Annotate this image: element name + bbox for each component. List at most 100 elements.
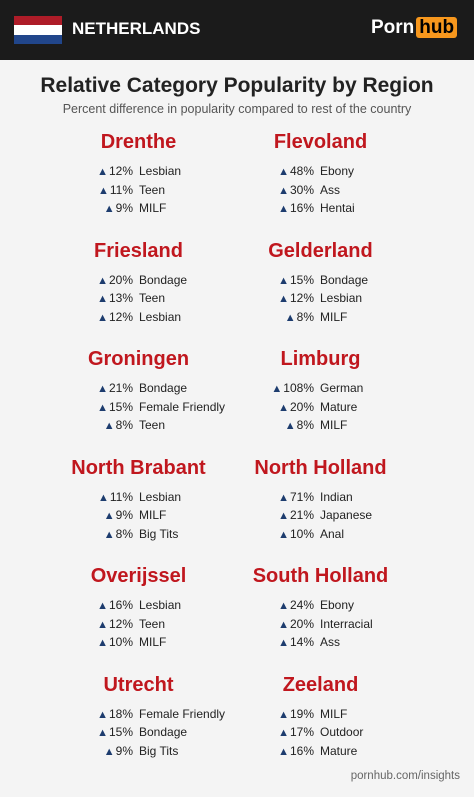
region-name: Friesland (94, 239, 183, 262)
region-name: Groningen (87, 348, 190, 370)
percent: 12% (108, 309, 133, 324)
item-category: Interracial (320, 616, 373, 631)
region-name: Drenthe (100, 131, 177, 153)
up-arrow: ▲ (97, 727, 108, 739)
item-value: ▲11% (33, 183, 133, 197)
up-arrow: ▲ (97, 274, 108, 287)
item-category: Hentai (320, 201, 355, 215)
percent: 16% (289, 201, 314, 215)
up-arrow: ▲ (97, 618, 108, 631)
title: Relative Category Popularity by Region (40, 74, 434, 97)
up-arrow: ▲ (97, 637, 108, 649)
up-arrow: ▲ (278, 491, 289, 504)
up-arrow: ▲ (103, 203, 115, 215)
item-value: ▲20% (214, 617, 314, 631)
up-arrow: ▲ (278, 184, 289, 197)
item-category: MILF (139, 201, 167, 215)
item-value: ▲11% (33, 490, 133, 504)
percent: 21% (289, 508, 314, 522)
item-category: Lesbian (139, 309, 182, 324)
percent: 10% (108, 635, 133, 649)
item-category: Teen (139, 418, 166, 432)
up-arrow: ▲ (278, 166, 289, 178)
item-category: MILF (139, 508, 167, 522)
item-category: Teen (139, 616, 166, 631)
region-name: Overijssel (90, 565, 187, 587)
percent: 15% (289, 272, 314, 287)
percent: 9% (115, 743, 133, 758)
item-category: MILF (320, 309, 348, 324)
item-value: ▲12% (33, 310, 133, 324)
percent: 11% (109, 182, 133, 197)
percent: 30% (289, 182, 314, 197)
item-value: ▲10% (214, 527, 314, 541)
percent: 12% (108, 616, 133, 631)
item-category: Mature (320, 743, 358, 758)
item-category: Ass (320, 635, 341, 649)
up-arrow: ▲ (271, 383, 283, 395)
percent: 16% (289, 743, 314, 758)
item-category: Bondage (139, 725, 188, 739)
country: NETHERLANDS (72, 19, 201, 38)
item-value: ▲20% (33, 273, 133, 287)
item-category: Anal (320, 526, 345, 541)
item-category: Mature (320, 399, 358, 414)
percent: 48% (289, 164, 314, 178)
item-category: Female Friendly (139, 399, 226, 414)
item-value: ▲18% (33, 707, 133, 721)
item-category: Big Tits (139, 743, 179, 758)
item-value: ▲17% (214, 725, 314, 739)
item-category: MILF (320, 706, 348, 721)
item-value: ▲10% (33, 635, 133, 649)
percent: 21% (108, 381, 133, 395)
region-name: Flevoland (273, 131, 368, 153)
percent: 9% (115, 201, 133, 215)
item-value: ▲8% (33, 418, 133, 432)
item-category: Bondage (139, 272, 188, 287)
percent: 8% (296, 418, 314, 432)
item-category: Ebony (320, 164, 355, 178)
up-arrow: ▲ (97, 293, 108, 305)
item-value: ▲12% (33, 617, 133, 631)
header-bar (0, 0, 474, 60)
percent: 8% (115, 418, 133, 432)
up-arrow: ▲ (103, 510, 115, 522)
item-value: ▲24% (214, 598, 314, 612)
region-name: Gelderland (268, 239, 373, 262)
logo-right: hub (416, 17, 458, 38)
item-value: ▲15% (33, 725, 133, 739)
item-value: ▲12% (214, 291, 314, 305)
item-category: Lesbian (320, 291, 363, 305)
item-value: ▲14% (214, 635, 314, 649)
percent: 71% (289, 489, 314, 504)
item-value: ▲8% (214, 310, 314, 324)
up-arrow: ▲ (278, 708, 289, 721)
up-arrow: ▲ (103, 745, 115, 758)
region-name: Limburg (280, 348, 361, 370)
item-category: Japanese (320, 508, 373, 522)
up-arrow: ▲ (284, 311, 296, 324)
item-category: Outdoor (320, 725, 364, 739)
item-value: ▲9% (33, 201, 133, 215)
percent: 108% (283, 381, 314, 395)
up-arrow: ▲ (278, 637, 289, 649)
percent: 15% (108, 399, 133, 414)
item-category: MILF (139, 635, 167, 649)
item-value: ▲15% (33, 400, 133, 414)
percent: 8% (115, 526, 133, 541)
item-value: ▲30% (214, 183, 314, 197)
percent: 20% (289, 616, 314, 631)
up-arrow: ▲ (278, 274, 289, 287)
up-arrow: ▲ (278, 618, 289, 631)
item-value: ▲9% (33, 508, 133, 522)
percent: 24% (289, 598, 314, 612)
subtitle: Percent difference in popularity compare… (62, 102, 412, 116)
percent: 11% (109, 489, 133, 504)
up-arrow: ▲ (284, 420, 296, 432)
percent: 18% (108, 706, 133, 721)
region-name: Zeeland (282, 673, 359, 696)
item-category: Bondage (320, 272, 369, 287)
up-arrow: ▲ (97, 708, 108, 721)
item-value: ▲71% (214, 490, 314, 504)
